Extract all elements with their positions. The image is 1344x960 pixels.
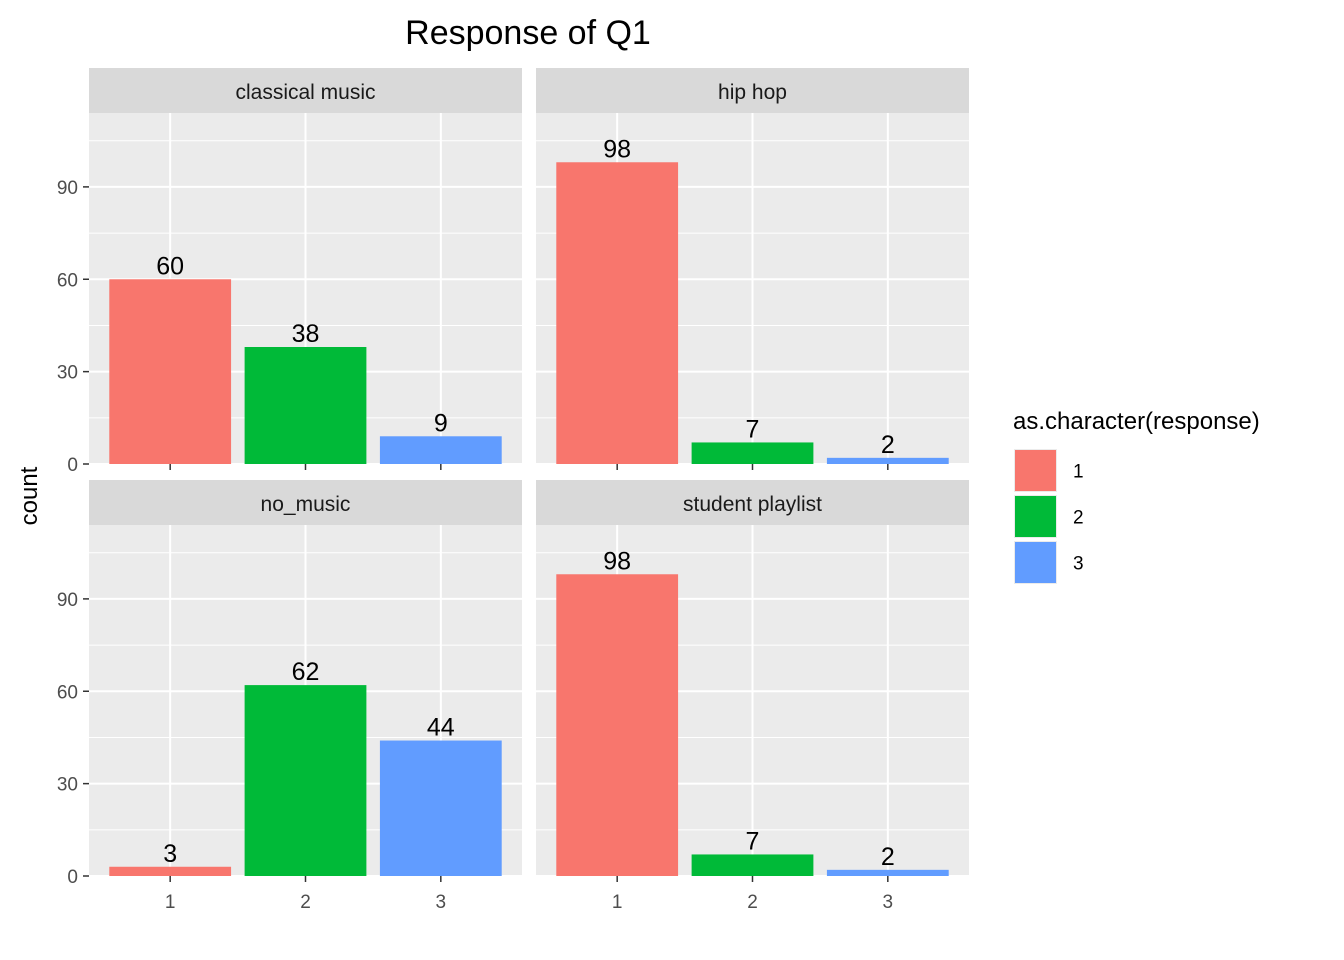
y-tick-label: 60 [57,270,78,291]
bar-value-label: 7 [746,415,760,443]
bar [556,162,679,464]
bar-value-label: 62 [292,658,320,686]
legend-key [1015,542,1056,583]
facet-panel: no_music 3 62 44 0 30 60 90 1 2 3 [57,480,522,913]
bar-value-label: 98 [603,547,631,575]
bar-value-label: 44 [427,714,455,742]
x-tick-label: 3 [436,892,447,913]
bar [109,279,232,464]
legend-key [1015,496,1056,537]
bar-value-label: 38 [292,320,320,348]
bar [244,685,367,876]
y-tick-label: 30 [57,775,78,796]
bar-value-label: 3 [163,840,177,868]
bar [826,457,949,464]
x-tick-label: 1 [165,892,176,913]
facet-panel: hip hop 98 7 2 [536,68,969,470]
x-tick-label: 2 [747,892,758,913]
facet-strip-label: classical music [235,81,375,104]
facet-strip-label: no_music [261,493,351,516]
facet-panel: student playlist 98 7 2 1 2 3 [536,480,969,913]
facet-strip [89,480,522,525]
bar [556,574,679,876]
facet-strip-label: student playlist [683,493,822,516]
facet-strip-label: hip hop [718,81,787,104]
bar [379,436,502,464]
y-tick-label: 60 [57,682,78,703]
bar-value-label: 7 [746,827,760,855]
legend: as.character(response) 1 2 3 [1013,408,1260,584]
legend-label: 1 [1073,462,1084,483]
y-tick-label: 0 [67,867,78,888]
facet-strip [89,68,522,113]
y-tick-label: 30 [57,363,78,384]
bar-value-label: 98 [603,135,631,163]
facet-strip [536,68,969,113]
y-tick-label: 0 [67,455,78,476]
bar-value-label: 60 [156,252,184,280]
bar [379,740,502,876]
legend-label: 3 [1073,554,1084,575]
bar [109,866,232,876]
bar [826,869,949,876]
bar [691,442,814,464]
x-tick-label: 2 [300,892,311,913]
bar-value-label: 9 [434,409,448,437]
legend-label: 2 [1073,508,1084,529]
y-tick-label: 90 [57,178,78,199]
bar-value-label: 2 [881,843,895,871]
legend-key [1015,450,1056,491]
bar-value-label: 2 [881,431,895,459]
y-tick-label: 90 [57,590,78,611]
y-axis-title: count [16,466,43,525]
x-tick-label: 3 [883,892,894,913]
legend-title: as.character(response) [1013,408,1260,435]
x-tick-label: 1 [612,892,623,913]
bar [244,347,367,464]
facet-strip [536,480,969,525]
chart-title: Response of Q1 [405,14,651,52]
bar [691,854,814,876]
